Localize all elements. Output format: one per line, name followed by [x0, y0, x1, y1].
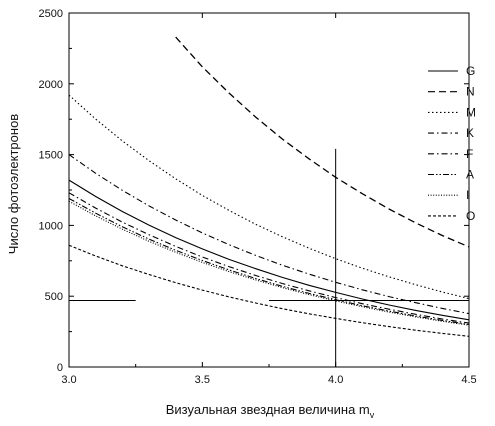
legend-label-F: F	[466, 147, 473, 161]
x-axis-title-subscript: v	[370, 410, 375, 420]
series-line-O	[68, 244, 470, 337]
legend-label-K: K	[466, 126, 474, 140]
series-line-A	[68, 198, 470, 326]
y-axis-title: Число фотоэлектронов	[6, 114, 21, 254]
x-tick-label: 3.5	[195, 374, 210, 386]
series-line-G	[68, 179, 470, 321]
series-line-N	[175, 36, 470, 248]
x-tick-label: 4.0	[328, 374, 343, 386]
y-tick-label: 500	[45, 291, 63, 303]
plot-border	[68, 12, 470, 368]
legend-label-I: I	[466, 188, 469, 202]
legend-label-G: G	[466, 64, 475, 78]
series-line-K	[68, 154, 470, 315]
axis-ticks: 3.0 3.5 4.0 4.5 0 500 1000 1500 2000 2500	[39, 8, 477, 386]
y-tick-label: 1500	[39, 150, 63, 162]
legend-label-O: O	[466, 209, 475, 223]
legend-label-N: N	[466, 85, 475, 99]
x-tick-label: 3.0	[61, 374, 76, 386]
series-lines	[68, 36, 470, 337]
y-tick-label: 1000	[39, 220, 63, 232]
reference-lines	[69, 148, 469, 367]
x-tick-label: 4.5	[461, 374, 476, 386]
x-axis-title: Визуальная звездная величина mv	[166, 402, 375, 420]
y-tick-label: 0	[57, 362, 63, 374]
y-tick-label: 2500	[39, 8, 63, 20]
series-line-M	[68, 94, 470, 300]
legend-label-M: M	[466, 105, 476, 119]
x-axis-title-text: Визуальная звездная величина m	[166, 402, 370, 417]
series-line-F	[68, 192, 470, 324]
legend-label-A: A	[466, 168, 474, 182]
y-tick-label: 2000	[39, 79, 63, 91]
series-line-I	[68, 200, 470, 326]
plot-frame	[68, 12, 470, 368]
